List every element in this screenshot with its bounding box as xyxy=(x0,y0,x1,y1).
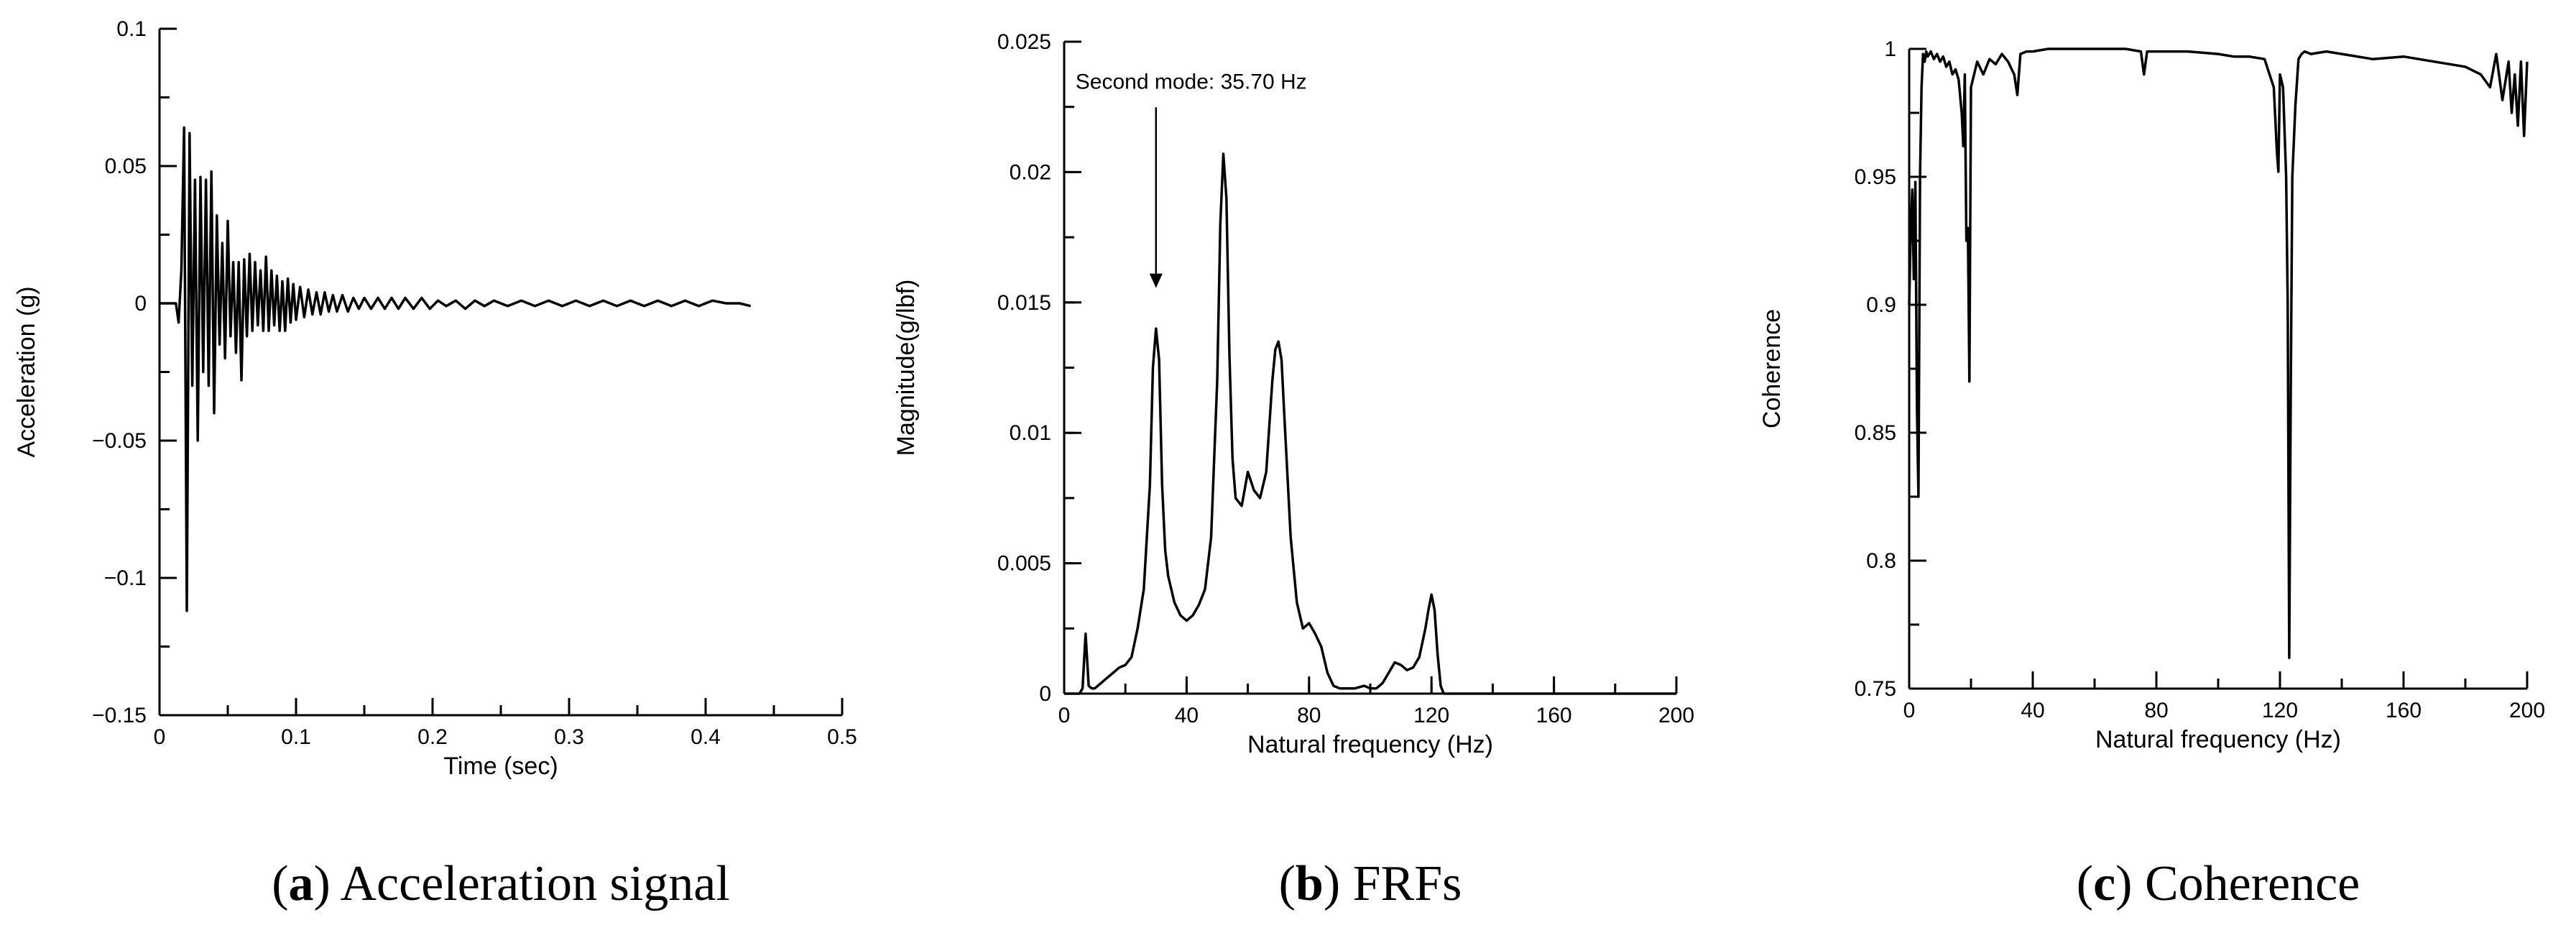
caption-paren-open: ( xyxy=(272,856,288,911)
x-tick-label: 120 xyxy=(2262,699,2298,722)
x-axis-label: Time (sec) xyxy=(443,753,558,780)
x-tick-label: 0.2 xyxy=(417,725,448,749)
x-tick-label: 0 xyxy=(1058,704,1071,727)
y-axis-label: Acceleration (g) xyxy=(13,286,40,457)
y-tick-label: 1 xyxy=(1884,37,1896,61)
y-tick-label: 0.015 xyxy=(997,291,1051,315)
y-tick-label: 0.8 xyxy=(1866,549,1896,573)
x-tick-label: 0 xyxy=(1903,699,1916,722)
caption-text: Coherence xyxy=(2145,856,2360,911)
y-tick-label: 0.95 xyxy=(1855,165,1896,189)
x-tick-label: 200 xyxy=(2509,699,2545,722)
x-tick-label: 0.5 xyxy=(827,725,857,749)
y-tick-label: 0 xyxy=(1039,682,1051,706)
y-axis-label: Coherence xyxy=(1758,309,1786,428)
x-tick-label: 200 xyxy=(1658,704,1694,727)
annotation-label: Second mode: 35.70 Hz xyxy=(1076,70,1307,93)
y-tick-label: 0.05 xyxy=(105,155,147,178)
x-axis-label: Natural frequency (Hz) xyxy=(1247,731,1493,758)
caption-letter: c xyxy=(2093,856,2115,911)
caption-letter: b xyxy=(1296,856,1324,911)
caption-paren-close: ) xyxy=(314,856,341,911)
y-tick-label: −0.05 xyxy=(92,429,147,453)
panel-caption: (a) Acceleration signal xyxy=(272,856,730,911)
x-tick-label: 0.3 xyxy=(554,725,584,749)
caption-paren-close: ) xyxy=(2115,856,2145,911)
y-tick-label: 0.85 xyxy=(1855,421,1896,445)
x-tick-label: 160 xyxy=(2386,699,2422,722)
x-tick-label: 80 xyxy=(1297,704,1321,727)
y-tick-label: 0.75 xyxy=(1855,677,1896,701)
caption-text: Acceleration signal xyxy=(341,856,730,911)
panel-coherence: 0 40 80 120 160 200 0.75 0.8 0.85 0.9 0.95 1 Natural… xyxy=(1758,37,2545,911)
annotation-arrow-head xyxy=(1149,273,1163,288)
x-tick-label: 40 xyxy=(2021,699,2044,722)
caption-paren-open: ( xyxy=(2077,856,2093,911)
y-tick-label: −0.15 xyxy=(92,704,147,727)
x-tick-label: 120 xyxy=(1413,704,1449,727)
caption-text: FRFs xyxy=(1353,856,1462,911)
x-tick-label: 40 xyxy=(1175,704,1199,727)
series-line xyxy=(1064,152,1676,695)
x-tick-label: 160 xyxy=(1536,704,1572,727)
x-tick-label: 0 xyxy=(154,725,166,749)
y-tick-label: −0.1 xyxy=(104,566,147,590)
y-tick-label: 0.025 xyxy=(997,30,1051,54)
series-line xyxy=(1908,47,2529,660)
y-tick-label: 0 xyxy=(134,292,147,316)
y-axis-label: Magnitude(g/lbf) xyxy=(892,280,920,456)
caption-letter: a xyxy=(289,856,314,911)
panel-frfs: 0 40 80 120 160 200 0 0.005 0.01 0.015 0.02 0.025 Na… xyxy=(892,30,1694,911)
x-tick-label: 80 xyxy=(2144,699,2168,722)
y-tick-label: 0.005 xyxy=(997,552,1051,576)
y-tick-label: 0.9 xyxy=(1866,293,1896,317)
x-tick-label: 0.4 xyxy=(691,725,721,749)
x-axis-label: Natural frequency (Hz) xyxy=(2095,726,2341,753)
panel-acceleration-signal: 0 0.1 0.2 0.3 0.4 0.5 −0.15 −0.1 −0.05 0 0.05 0.1 Ti… xyxy=(13,17,857,911)
x-tick-label: 0.1 xyxy=(281,725,311,749)
caption-paren-open: ( xyxy=(1279,856,1296,911)
y-tick-label: 0.01 xyxy=(1010,421,1051,445)
y-tick-label: 0.1 xyxy=(116,17,147,41)
panel-caption: (c) Coherence xyxy=(2077,856,2360,911)
caption-paren-close: ) xyxy=(1324,856,1353,911)
panel-caption: (b) FRFs xyxy=(1279,856,1462,911)
y-tick-label: 0.02 xyxy=(1010,160,1051,184)
series-line xyxy=(160,126,752,612)
